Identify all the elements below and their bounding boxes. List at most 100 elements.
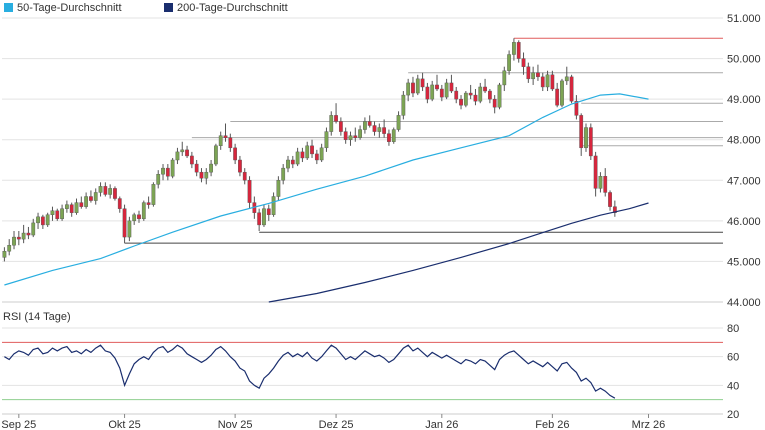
candle-body [238,159,242,173]
candle-body [93,192,98,201]
candle-body [45,214,50,226]
x-tick-label: Nov 25 [218,419,253,430]
candle-body [175,151,180,161]
candle-body [223,135,228,138]
candle [276,176,281,201]
candle-body [26,232,31,236]
candle-body [550,74,555,90]
candle-body [324,131,329,149]
price-tick-label: 45.000 [727,256,761,268]
candle [55,208,60,221]
candle-body [79,202,84,207]
candle [50,206,55,221]
candle [305,141,310,160]
candle-body [497,84,502,108]
candle [420,72,425,92]
x-tick-label: Okt 25 [108,419,140,430]
candle [295,147,300,167]
candle-body [60,208,64,220]
legend-swatch-ma50 [4,3,13,12]
candle [233,143,238,165]
candle [468,84,473,100]
candle [334,103,338,124]
candle [338,117,343,136]
candle [584,123,588,152]
candle-body [391,129,396,142]
candle-body [271,196,276,215]
candle [612,200,617,217]
candle-body [435,84,439,90]
candle [271,192,276,217]
candle-body [521,58,526,67]
candle-body [12,236,16,246]
candle-body [593,155,598,189]
candle [377,123,382,138]
candle-body [180,149,185,153]
candle [26,226,31,240]
candle [60,204,64,221]
candle-body [545,74,550,88]
candle [117,196,122,213]
candle-body [502,70,507,86]
candle [367,115,372,128]
candle [324,127,329,152]
candle [31,218,36,238]
candle-body [314,153,319,161]
rsi-line [4,344,616,399]
candle [310,139,314,158]
candle [113,186,117,201]
candle-body [492,98,497,108]
candle-body [310,145,314,155]
candle-body [401,94,406,116]
candle-body [540,76,545,88]
candle-body [50,210,55,215]
candle-body [348,135,353,140]
candle-body [531,72,536,80]
candle [266,204,271,221]
candle [411,76,415,98]
candle [387,129,391,146]
candle-body [372,125,377,132]
candle [103,182,108,197]
candle [319,143,324,163]
candle [79,196,84,209]
candle [84,192,88,209]
candle-body [598,176,603,189]
candle-body [276,180,281,197]
candle-body [353,135,358,138]
candle [574,95,579,120]
candle [564,66,569,85]
candle-body [487,90,492,100]
candle [199,168,204,183]
candle [218,131,223,150]
candle [372,121,377,136]
candle [588,123,593,160]
candle [483,78,487,94]
price-level-lines [124,37,723,244]
candle [598,172,603,193]
candle [507,50,511,75]
candle-body [473,94,478,102]
candle [2,247,7,262]
candle [545,70,550,92]
candle [194,160,199,177]
candle [353,127,358,142]
candle [146,196,151,209]
candle [141,200,146,221]
candle-body [69,204,74,213]
candle-body [7,244,12,252]
candle-body [449,82,454,92]
candle-body [560,80,564,106]
rsi-tick-label: 60 [727,352,739,364]
candle [348,131,353,146]
candle-body [257,212,262,226]
candle [214,143,218,167]
candle [165,164,170,181]
candle-body [98,186,103,193]
candle [512,38,516,61]
candle-body [478,86,483,102]
candle [603,168,608,197]
price-tick-label: 46.000 [727,216,761,228]
candle-body [584,127,588,149]
